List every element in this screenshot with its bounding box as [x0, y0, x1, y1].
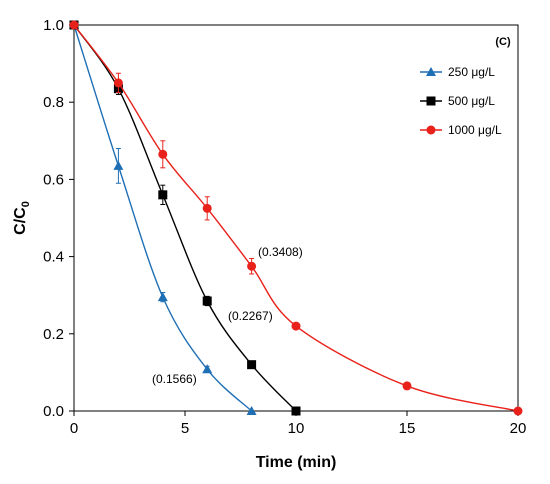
series-annotation: (0.1566)	[152, 372, 197, 386]
x-tick-label: 20	[510, 420, 527, 437]
data-point	[202, 296, 212, 306]
data-point	[291, 406, 301, 416]
data-point	[247, 360, 257, 370]
x-tick-label: 15	[399, 420, 416, 437]
data-point	[202, 203, 212, 213]
plot-border	[73, 24, 519, 412]
legend-label: 500 μg/L	[448, 94, 495, 108]
data-point	[291, 321, 301, 331]
series-3: (0.3408)	[69, 20, 523, 416]
axes: 0 5 10 15 20 0.0 0.2 0.4 0.6 0.8 1.0	[43, 17, 526, 437]
y-tick-label: 0.8	[43, 94, 64, 111]
data-point	[513, 406, 523, 416]
y-axis-label-group: C/C0	[12, 201, 32, 235]
data-point	[69, 20, 79, 30]
data-point	[202, 364, 213, 374]
series-1: (0.1566)	[69, 20, 257, 415]
series-line	[73, 24, 253, 412]
data-point	[113, 78, 123, 88]
legend-label: 250 μg/L	[448, 65, 495, 79]
data-point	[402, 381, 412, 391]
y-tick-label: 0.6	[43, 171, 64, 188]
legend-marker	[426, 125, 436, 135]
x-tick-label: 0	[70, 420, 78, 437]
y-tick-label: 0.2	[43, 326, 64, 343]
series-layer: (0.1566) (0.2267) (0.3408)	[69, 20, 523, 416]
series-2: (0.2267)	[69, 20, 301, 416]
legend-item: 1000 μg/L	[420, 123, 502, 137]
data-point	[157, 292, 168, 302]
y-tick-label: 1.0	[43, 17, 64, 34]
panel-label: (C)	[495, 36, 511, 48]
legend-item: 500 μg/L	[420, 94, 495, 108]
x-tick-label: 5	[181, 420, 189, 437]
series-line	[73, 24, 297, 412]
data-point	[247, 261, 257, 271]
y-axis-label-subscript: 0	[20, 201, 32, 207]
svg-text:C/C0: C/C0	[12, 201, 32, 235]
legend-marker	[426, 67, 436, 76]
series-line	[73, 24, 519, 412]
data-point	[158, 149, 168, 159]
data-point	[113, 160, 124, 170]
y-axis-label: C/C	[12, 207, 29, 235]
plot-area	[73, 24, 519, 412]
data-point	[158, 190, 168, 200]
x-axis-label: Time (min)	[256, 454, 337, 471]
legend: 250 μg/L 500 μg/L 1000 μg/L	[420, 65, 502, 137]
series-annotation: (0.3408)	[258, 245, 303, 259]
legend-label: 1000 μg/L	[448, 123, 502, 137]
x-tick-label: 10	[288, 420, 305, 437]
y-tick-label: 0.4	[43, 249, 64, 266]
data-point	[246, 406, 257, 415]
series-annotation: (0.2267)	[228, 309, 273, 323]
legend-marker	[426, 96, 436, 106]
legend-item: 250 μg/L	[420, 65, 495, 79]
y-tick-label: 0.0	[43, 403, 64, 420]
